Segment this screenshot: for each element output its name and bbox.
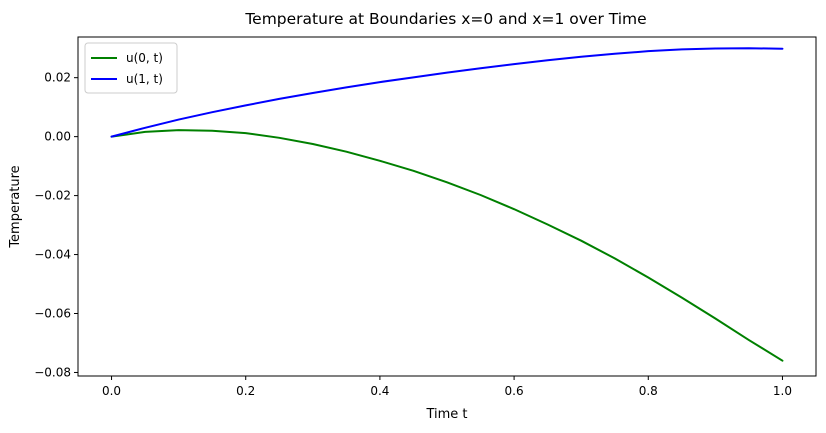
series-line-1	[110, 47, 784, 138]
plot-area-frame	[77, 36, 817, 377]
y-tick-label: −0.06	[34, 307, 71, 321]
x-tick-label: 0.8	[639, 384, 658, 398]
series-line-0	[110, 129, 784, 362]
y-tick-label: −0.08	[34, 365, 71, 379]
x-tick-label: 0.4	[370, 384, 389, 398]
x-tick-label: 0.0	[102, 384, 121, 398]
y-tick-label: −0.02	[34, 189, 71, 203]
legend-box	[84, 42, 178, 94]
y-tick-label: −0.04	[34, 248, 71, 262]
chart-title: Temperature at Boundaries x=0 and x=1 ov…	[244, 10, 646, 28]
x-tick-label: 0.6	[505, 384, 524, 398]
legend-label-0: u(0, t)	[126, 51, 163, 65]
legend: u(0, t) u(1, t)	[84, 42, 178, 94]
x-tick-label: 0.2	[236, 384, 255, 398]
y-axis-label: Temperature	[8, 165, 23, 248]
x-axis: 0.0 0.2 0.4 0.6 0.8 1.0	[102, 376, 792, 398]
y-tick-label: 0.00	[44, 130, 71, 144]
x-tick-label: 1.0	[773, 384, 792, 398]
x-axis-label: Time t	[425, 407, 467, 422]
y-tick-label: 0.02	[44, 71, 71, 85]
legend-label-1: u(1, t)	[126, 72, 163, 86]
y-axis: 0.02 0.00 −0.02 −0.04 −0.06 −0.08	[34, 71, 78, 379]
series-layer	[110, 47, 784, 362]
